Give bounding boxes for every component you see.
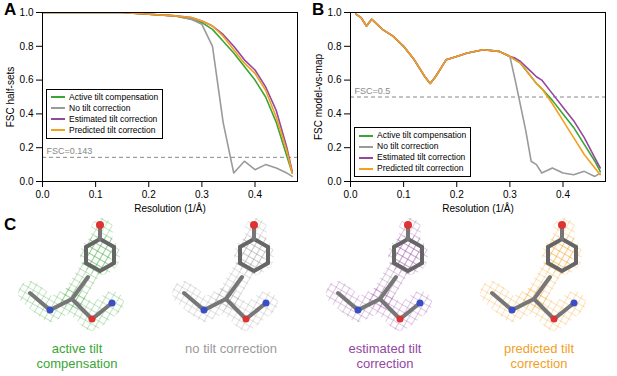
html-text:Estimated tilt correction: Estimated tilt correction	[377, 152, 466, 162]
svg-text:0.0: 0.0	[36, 189, 50, 200]
svg-text:0.0: 0.0	[328, 176, 342, 187]
svg-text:0.2: 0.2	[328, 142, 342, 153]
svg-text:0.4: 0.4	[328, 108, 342, 119]
html-text:active tilt compensation: active tilt compensation	[36, 341, 118, 371]
html-text:predicted tilt correction: predicted tilt correction	[504, 341, 574, 371]
svg-text:0.4: 0.4	[248, 189, 262, 200]
svg-text:FSC=0.5: FSC=0.5	[355, 86, 391, 96]
html-text:C: C	[4, 215, 17, 234]
html-text:Predicted tilt correction: Predicted tilt correction	[69, 124, 156, 135]
svg-text:0.3: 0.3	[195, 189, 209, 200]
svg-text:0.6: 0.6	[328, 74, 342, 85]
svg-text:1.0: 1.0	[20, 7, 34, 18]
svg-text:0.0: 0.0	[20, 176, 34, 187]
html-text:A: A	[4, 0, 17, 19]
svg-text:0.8: 0.8	[328, 41, 342, 52]
svg-text:0.1: 0.1	[397, 189, 411, 200]
html-text:estimated tilt correction: estimated tilt correction	[348, 341, 422, 371]
svg-text:0.2: 0.2	[20, 142, 34, 153]
html-text:No tilt correction: No tilt correction	[377, 141, 439, 151]
svg-text:0.6: 0.6	[20, 74, 34, 85]
svg-text:0.4: 0.4	[20, 108, 34, 119]
html-text:Active tilt compensation: Active tilt compensation	[377, 130, 467, 140]
svg-text:0.8: 0.8	[20, 41, 34, 52]
html-text:B: B	[312, 0, 325, 19]
svg-text:Resolution (1/Å): Resolution (1/Å)	[134, 202, 206, 214]
html-text:Estimated tilt correction: Estimated tilt correction	[69, 113, 158, 124]
svg-text:Resolution (1/Å): Resolution (1/Å)	[442, 202, 514, 214]
html-text:no tilt correction: no tilt correction	[185, 341, 277, 356]
svg-text:0.4: 0.4	[556, 189, 570, 200]
svg-text:0.2: 0.2	[142, 189, 156, 200]
svg-text:0.3: 0.3	[503, 189, 517, 200]
html-text:No tilt correction: No tilt correction	[69, 102, 131, 113]
html-text:Active tilt compensation: Active tilt compensation	[69, 91, 159, 102]
svg-text:FSC model-vs-map: FSC model-vs-map	[313, 54, 324, 141]
svg-text:0.0: 0.0	[344, 189, 358, 200]
html-text:Predicted tilt correction: Predicted tilt correction	[377, 163, 464, 173]
svg-text:1.0: 1.0	[328, 7, 342, 18]
svg-text:0.1: 0.1	[89, 189, 103, 200]
svg-text:FSC half-sets: FSC half-sets	[5, 67, 16, 128]
svg-text:FSC=0.143: FSC=0.143	[47, 146, 93, 156]
svg-text:0.2: 0.2	[450, 189, 464, 200]
